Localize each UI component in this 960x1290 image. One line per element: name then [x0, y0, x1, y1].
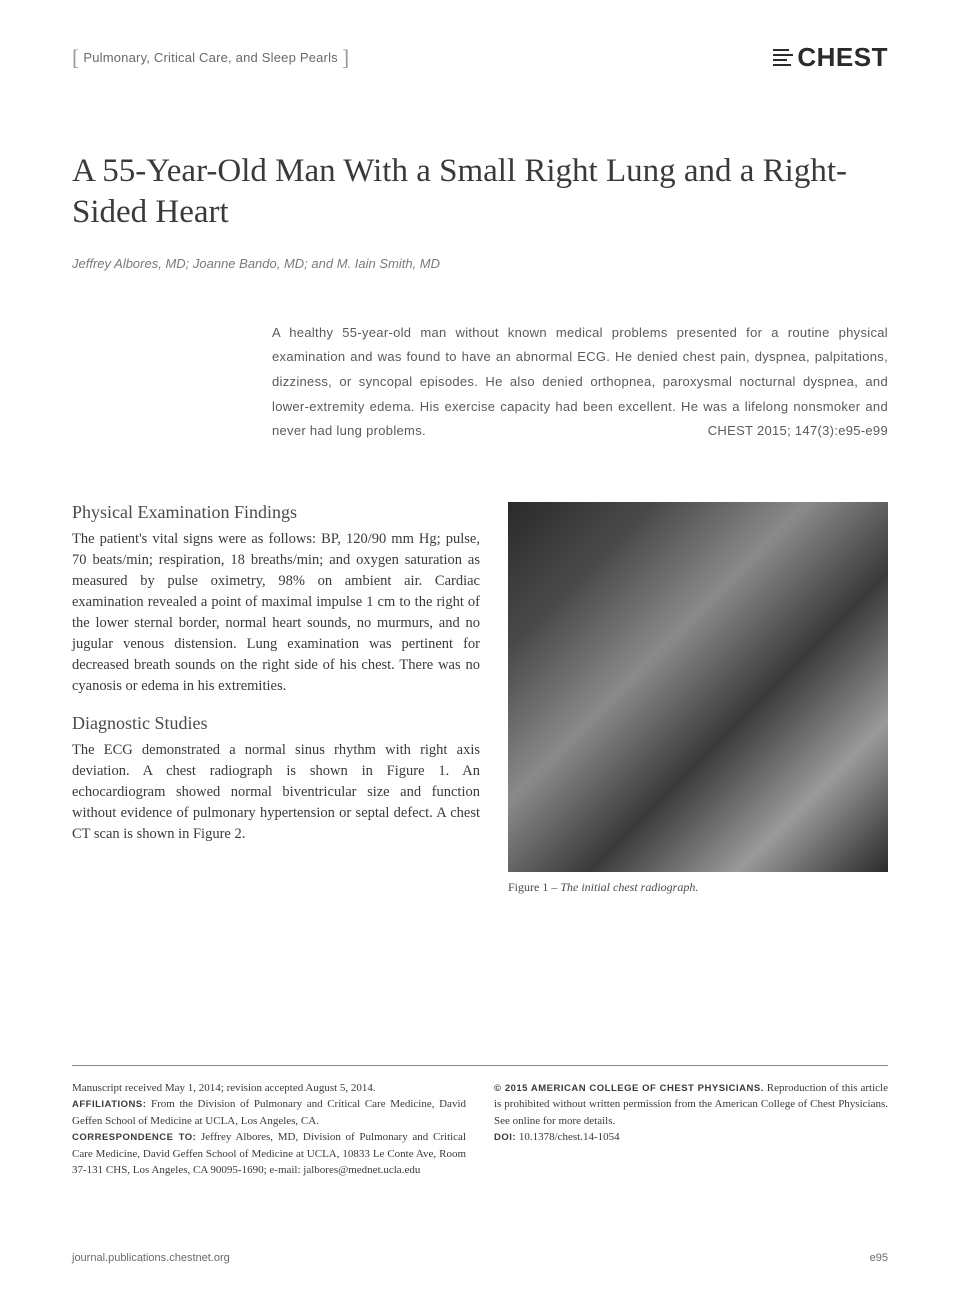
copyright-label: © 2015 AMERICAN COLLEGE OF CHEST PHYSICI…	[494, 1083, 764, 1094]
left-column: Physical Examination Findings The patien…	[72, 502, 480, 895]
correspondence-label: CORRESPONDENCE TO:	[72, 1132, 196, 1143]
chest-logo-icon	[773, 47, 793, 69]
figure-1-image	[508, 502, 888, 872]
doi-text: 10.1378/chest.14-1054	[516, 1131, 620, 1143]
affiliations-label: AFFILIATIONS:	[72, 1099, 146, 1110]
bracket-close-icon: ]	[342, 45, 349, 70]
article-footer: Manuscript received May 1, 2014; revisio…	[72, 1065, 888, 1179]
bracket-open-icon: [	[72, 45, 79, 70]
page-header: [ Pulmonary, Critical Care, and Sleep Pe…	[72, 42, 888, 73]
journal-logo: CHEST	[773, 42, 888, 73]
figure-1-label: Figure 1	[508, 880, 548, 894]
right-column: Figure 1 – The initial chest radiograph.	[508, 502, 888, 895]
correspondence-line: CORRESPONDENCE TO: Jeffrey Albores, MD, …	[72, 1129, 466, 1179]
page-footer: journal.publications.chestnet.org e95	[72, 1252, 888, 1264]
copyright-line: © 2015 AMERICAN COLLEGE OF CHEST PHYSICI…	[494, 1080, 888, 1130]
figure-1-caption: Figure 1 – The initial chest radiograph.	[508, 880, 888, 895]
doi-label: DOI:	[494, 1132, 516, 1143]
page-number: e95	[870, 1252, 888, 1264]
article-citation: CHEST 2015; 147(3):e95-e99	[708, 419, 888, 444]
affiliations-line: AFFILIATIONS: From the Division of Pulmo…	[72, 1096, 466, 1129]
physical-exam-heading: Physical Examination Findings	[72, 502, 480, 523]
physical-exam-text: The patient's vital signs were as follow…	[72, 529, 480, 697]
diagnostic-text: The ECG demonstrated a normal sinus rhyt…	[72, 740, 480, 845]
article-authors: Jeffrey Albores, MD; Joanne Bando, MD; a…	[72, 256, 888, 271]
article-abstract: A healthy 55-year-old man without known …	[272, 321, 888, 444]
manuscript-dates: Manuscript received May 1, 2014; revisio…	[72, 1080, 466, 1097]
footer-right-column: © 2015 AMERICAN COLLEGE OF CHEST PHYSICI…	[494, 1080, 888, 1179]
journal-url: journal.publications.chestnet.org	[72, 1252, 230, 1264]
article-title: A 55-Year-Old Man With a Small Right Lun…	[72, 151, 888, 234]
footer-left-column: Manuscript received May 1, 2014; revisio…	[72, 1080, 466, 1179]
section-label-container: [ Pulmonary, Critical Care, and Sleep Pe…	[72, 45, 349, 71]
diagnostic-heading: Diagnostic Studies	[72, 713, 480, 734]
figure-1-caption-text: The initial chest radiograph.	[560, 880, 698, 894]
section-label: Pulmonary, Critical Care, and Sleep Pear…	[83, 50, 338, 65]
main-content: Physical Examination Findings The patien…	[72, 502, 888, 895]
doi-line: DOI: 10.1378/chest.14-1054	[494, 1129, 888, 1146]
journal-name: CHEST	[797, 42, 888, 73]
